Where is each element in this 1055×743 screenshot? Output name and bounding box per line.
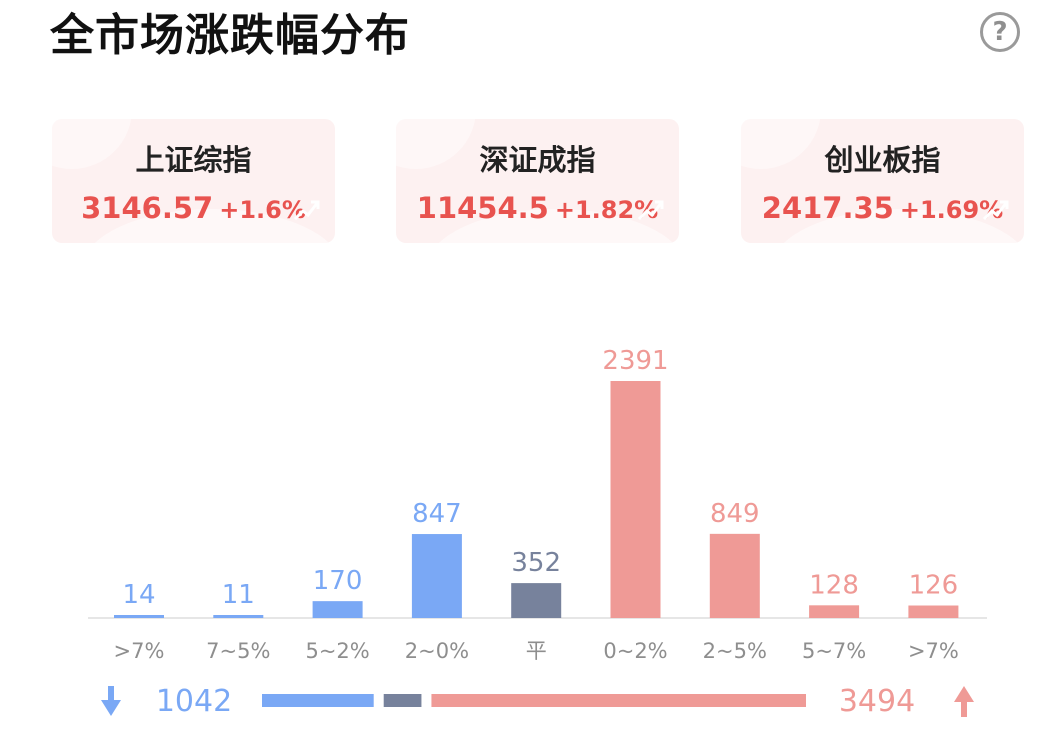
bar-3 [411,534,462,618]
arrow-up-icon [954,686,974,717]
ratio-bar-up [431,694,806,707]
bar-2 [312,601,363,618]
down-count: 1042 [156,684,232,719]
question-circle-icon[interactable]: ? [980,12,1020,52]
index-price: 3146.57 [81,191,214,225]
x-tick-label: 5~2% [305,639,369,663]
x-tick-label: 5~7% [802,639,866,663]
bar-1 [213,615,264,618]
index-price: 11454.5 [416,191,549,225]
up-count: 3494 [839,684,915,719]
index-name: 创业板指 [824,143,941,177]
bar-value-label: 170 [313,566,363,596]
ratio-bar-flat [383,694,422,707]
bar-value-label: 352 [511,548,561,578]
index-card-shenzhen[interactable]: 深证成指 11454.5 +1.82% [396,119,679,243]
bar-4 [511,583,562,618]
bar-7 [809,605,860,618]
bar-5 [610,381,661,618]
index-change: +1.82% [554,196,659,224]
index-change: +1.6% [219,196,306,224]
trend-up-icon [982,200,1009,221]
x-tick-label: 7~5% [206,639,270,663]
x-tick-label: 2~5% [703,639,767,663]
trend-up-icon [637,200,664,221]
index-card-chinext[interactable]: 创业板指 2417.35 +1.69% [741,119,1024,243]
index-name: 上证综指 [135,143,252,177]
bar-value-label: 126 [909,571,959,601]
x-tick-label: 0~2% [603,639,667,663]
bar-value-label: 14 [122,580,155,610]
trend-up-icon [293,200,320,221]
bar-8 [908,605,959,618]
bar-value-label: 2391 [602,346,668,376]
index-price: 2417.35 [761,191,894,225]
bar-0 [114,615,164,618]
index-change: +1.69% [899,196,1004,224]
bar-value-label: 849 [710,499,760,529]
page-title: 全市场涨跌幅分布 [50,10,410,61]
x-tick-label: >7% [114,639,165,663]
bar-value-label: 847 [412,499,462,529]
bar-value-label: 11 [222,580,255,610]
bar-value-label: 128 [809,570,859,600]
x-tick-label: 2~0% [405,639,469,663]
index-name: 深证成指 [479,143,596,177]
arrow-down-icon [101,686,121,716]
x-tick-label: >7% [908,639,959,663]
x-tick-label: 平 [526,639,547,663]
bar-6 [709,533,760,618]
ratio-bar-down [262,694,374,707]
index-card-shanghai[interactable]: 上证综指 3146.57 +1.6% [52,119,335,243]
